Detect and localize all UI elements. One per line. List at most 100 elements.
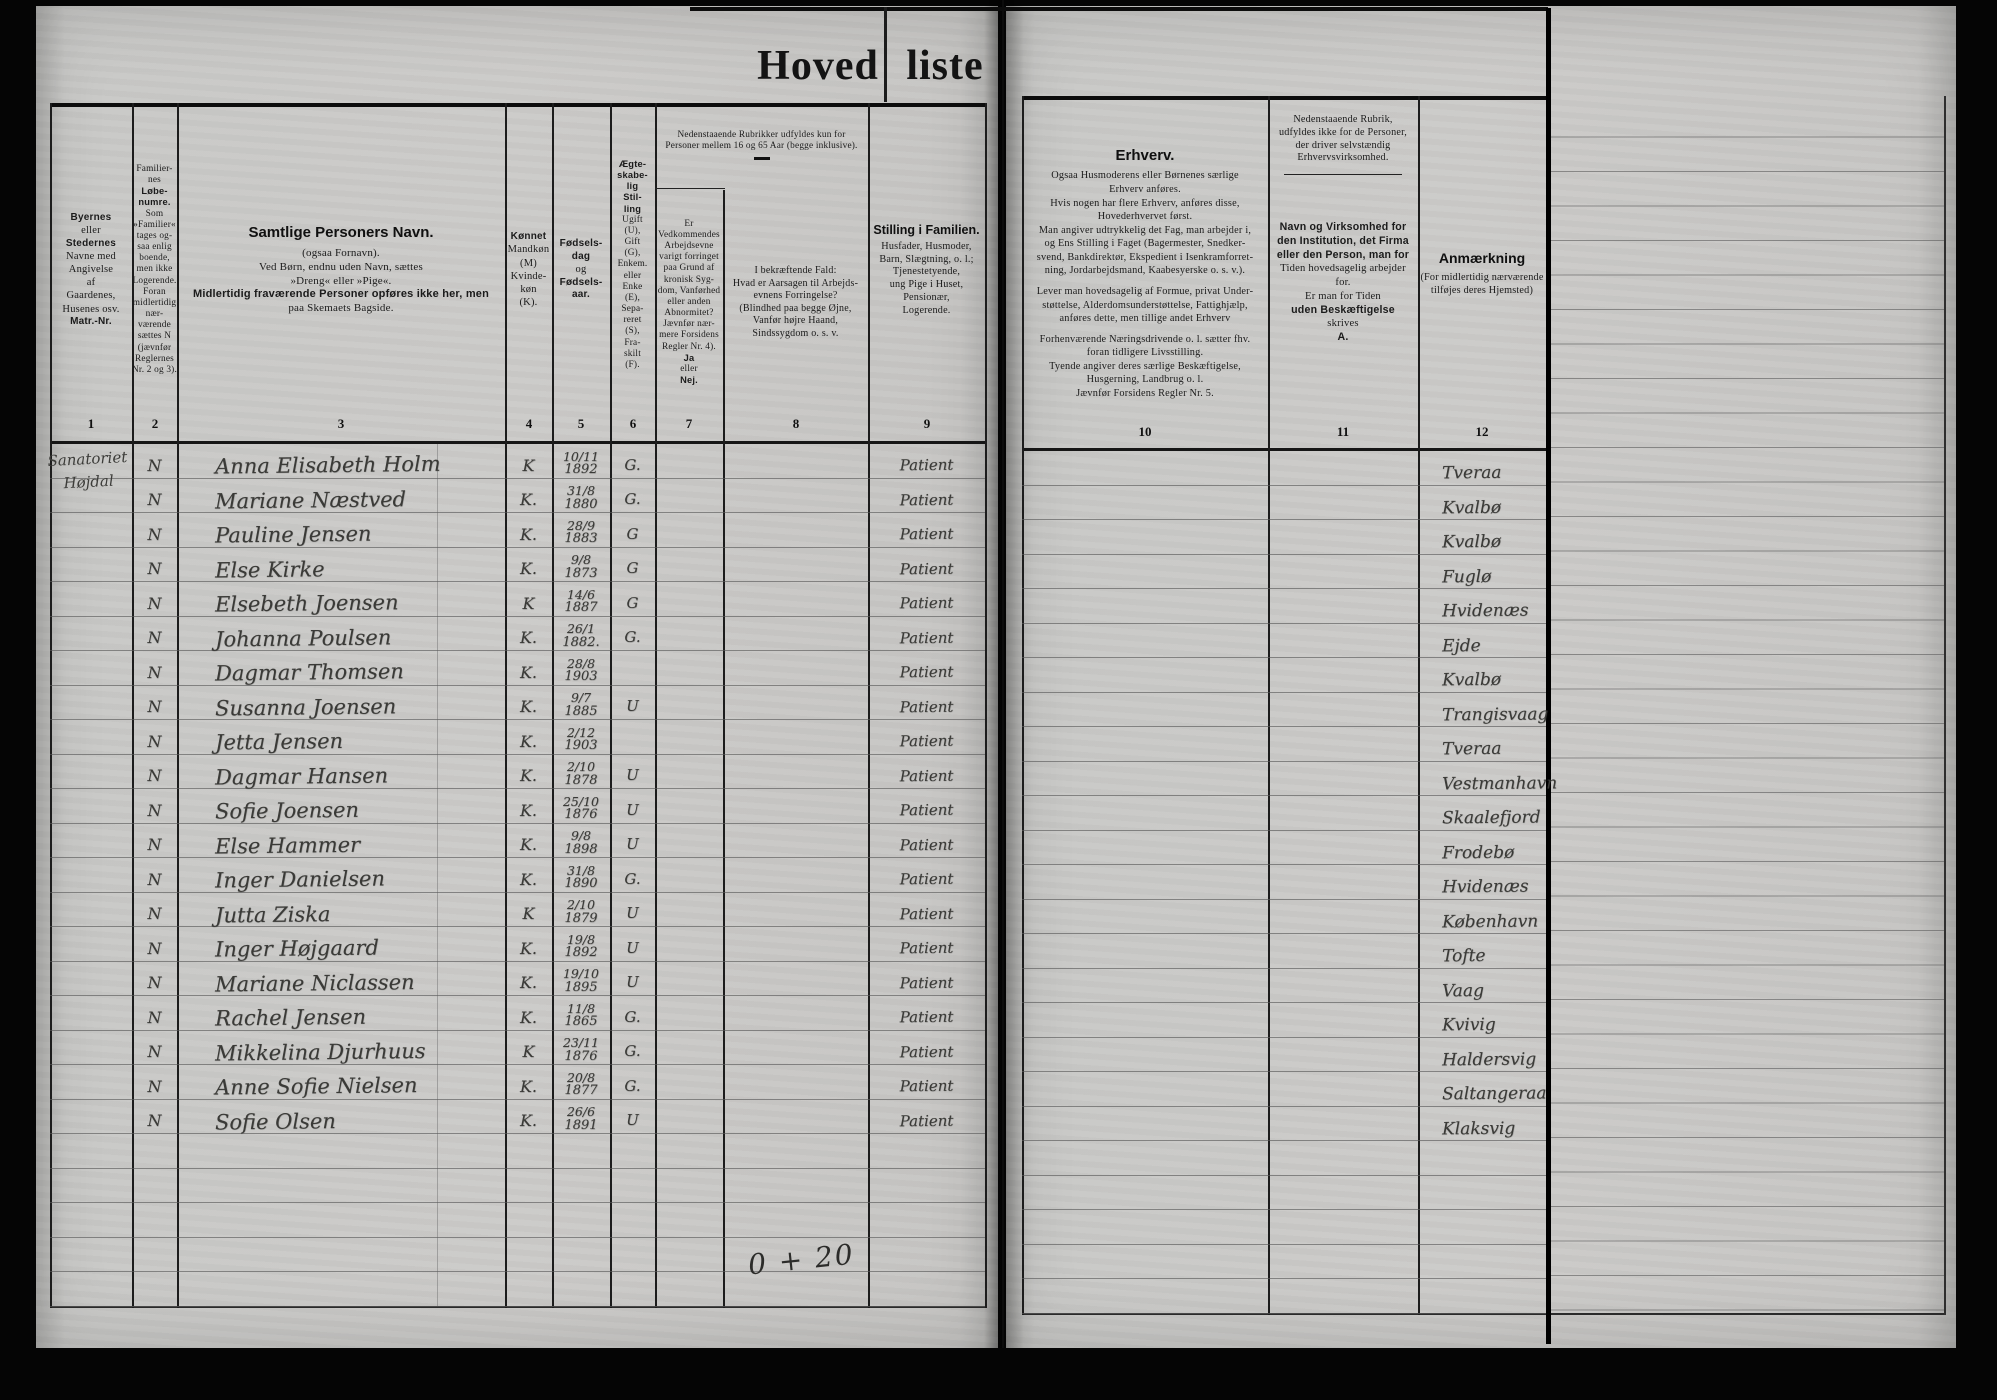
header-line: eller (680, 363, 698, 374)
header-line: den Institution, det Firma (1277, 234, 1409, 247)
birth-year: 1877 (564, 1083, 598, 1099)
table-row: N Dagmar Thomsen K. 28/8 1903 Patient (50, 651, 985, 686)
header-line: evnens Forringelse? (753, 290, 838, 301)
row-cell-place (50, 962, 132, 996)
table-row: Klaksvig (1022, 1107, 1546, 1141)
table-row (50, 1203, 985, 1238)
row-cell-occupation (1022, 1003, 1268, 1037)
row-cell-work-ability (655, 651, 723, 685)
left-table-border-left (50, 103, 52, 1308)
row-cell-marital-status: G. (624, 455, 641, 474)
header-line: Personer mellem 16 og 65 Aar (begge inkl… (665, 141, 858, 151)
birth-day-month: 25/10 (562, 793, 600, 809)
row-cell-marital-status: U (626, 766, 639, 784)
row-cell-work-ability (655, 617, 723, 651)
birth-day-month: 2/10 (566, 897, 596, 912)
header-line: Husenes osv. (62, 303, 120, 315)
row-cell-name (177, 1201, 505, 1239)
column-number-1: 1 (87, 416, 95, 431)
row-cell-employer (1268, 451, 1418, 485)
row-cell-name: Else Hammer (214, 831, 361, 858)
row-cell-cause (723, 858, 868, 892)
row-cell-marital-status: G (626, 559, 639, 577)
birth-day-month: 26/1 (566, 621, 596, 636)
row-cell-remark-hometown (1418, 1278, 1546, 1313)
header-line: (K). (519, 296, 538, 308)
header-line: (U), (624, 225, 641, 236)
row-cell-birthdate: 23/11 1876 (552, 1031, 610, 1065)
table-row (1022, 1176, 1546, 1210)
header-line: men ikke (136, 264, 173, 275)
row-cell-place (50, 858, 132, 892)
header-line: køn (520, 283, 537, 295)
header-col4-sex: Kønnet Mandkøn (M) Kvinde- køn (K). (505, 105, 552, 495)
row-cell-remark-hometown: Vaag (1441, 979, 1485, 1001)
row-cell-cause (723, 1100, 868, 1134)
row-cell-family-number: N (147, 697, 162, 716)
column-number-8: 8 (792, 416, 800, 431)
row-cell-family-number (132, 1134, 177, 1168)
table-row: Tveraa (1022, 727, 1546, 762)
row-cell-family-number: N (147, 1076, 162, 1096)
birth-year: 1885 (564, 703, 598, 719)
birth-year: 1895 (564, 979, 598, 995)
birth-year: 1879 (564, 910, 598, 926)
row-cell-sex: K (522, 1042, 535, 1061)
row-cell-cause (723, 444, 868, 478)
row-cell-remark-hometown: Kvalbø (1441, 669, 1502, 690)
row-cell-remark-hometown: Haldersvig (1441, 1048, 1537, 1070)
row-cell-family-position: Patient (899, 524, 954, 543)
row-cell-family-number: N (147, 628, 162, 647)
table-row: Skaalefjord (1022, 796, 1546, 831)
row-cell-marital-status: G. (624, 490, 641, 508)
row-cell-work-ability (655, 1134, 723, 1168)
table-row: N Inger Danielsen K. 31/8 1890 G. Patien… (50, 858, 985, 893)
row-cell-work-ability (655, 824, 723, 858)
column-number-12: 12 (1475, 424, 1489, 439)
name-column-guide-line (437, 444, 438, 1306)
header-line: (Blindhed paa begge Øjne, (739, 302, 852, 314)
header-line: Navn og Virksomhed for (1279, 221, 1407, 233)
header-line: (M) (520, 257, 537, 269)
row-cell-employer (1268, 762, 1418, 796)
row-cell-name (177, 1132, 505, 1170)
row-cell-occupation (1022, 727, 1268, 761)
row-cell-family-position: Patient (899, 903, 954, 923)
row-cell-name: Inger Højgaard (214, 935, 380, 962)
birth-year: 1891 (564, 1117, 598, 1133)
header-line: eller anden (667, 296, 711, 307)
header-line: Hovederhvervet først. (1097, 211, 1193, 223)
row-cell-sex (505, 1169, 552, 1203)
header-line: der driver selvstændig (1295, 139, 1391, 151)
column-number-6: 6 (629, 416, 637, 431)
row-cell-family-number: N (147, 835, 162, 854)
row-cell-employer (1268, 658, 1418, 692)
scan-corner-edge-line (884, 7, 887, 102)
header-line: Pensionær, (903, 291, 950, 303)
header-line: aar. (571, 289, 591, 301)
header-line: skabe- (617, 170, 648, 181)
place-name-line1: Sanatoriet (47, 447, 128, 471)
row-cell-employer (1268, 1210, 1418, 1244)
row-cell-remark-hometown: Tveraa (1441, 738, 1502, 759)
birth-day-month: 9/7 (570, 690, 592, 705)
table-row: Kvivig (1022, 1003, 1546, 1038)
row-cell-remark-hometown: Saltangeraa (1441, 1082, 1547, 1104)
table-row: N Mariane Næstved K. 31/8 1880 G. Patien… (50, 479, 985, 513)
table-row: N Sofie Olsen K. 26/6 1891 U Patient (50, 1100, 985, 1134)
header-line: ling (623, 203, 642, 214)
row-cell-work-ability (655, 858, 723, 892)
table-row: Kvalbø (1022, 486, 1546, 520)
row-cell-family-position: Patient (899, 593, 954, 612)
header-line: boende, (139, 253, 170, 264)
header-line: af (86, 277, 96, 289)
row-cell-family-position: Patient (899, 972, 954, 992)
birth-day-month: 26/6 (566, 1104, 596, 1119)
table-row: Fuglø (1022, 555, 1546, 589)
header-line: foran tidligere Livsstilling. (1086, 347, 1204, 359)
row-cell-occupation (1022, 1141, 1268, 1175)
header-line: paa Grund af (663, 263, 715, 274)
row-cell-marital-status (610, 1272, 655, 1306)
header-line: (E), (624, 292, 640, 303)
header-line: Vedkommendes (658, 229, 720, 240)
